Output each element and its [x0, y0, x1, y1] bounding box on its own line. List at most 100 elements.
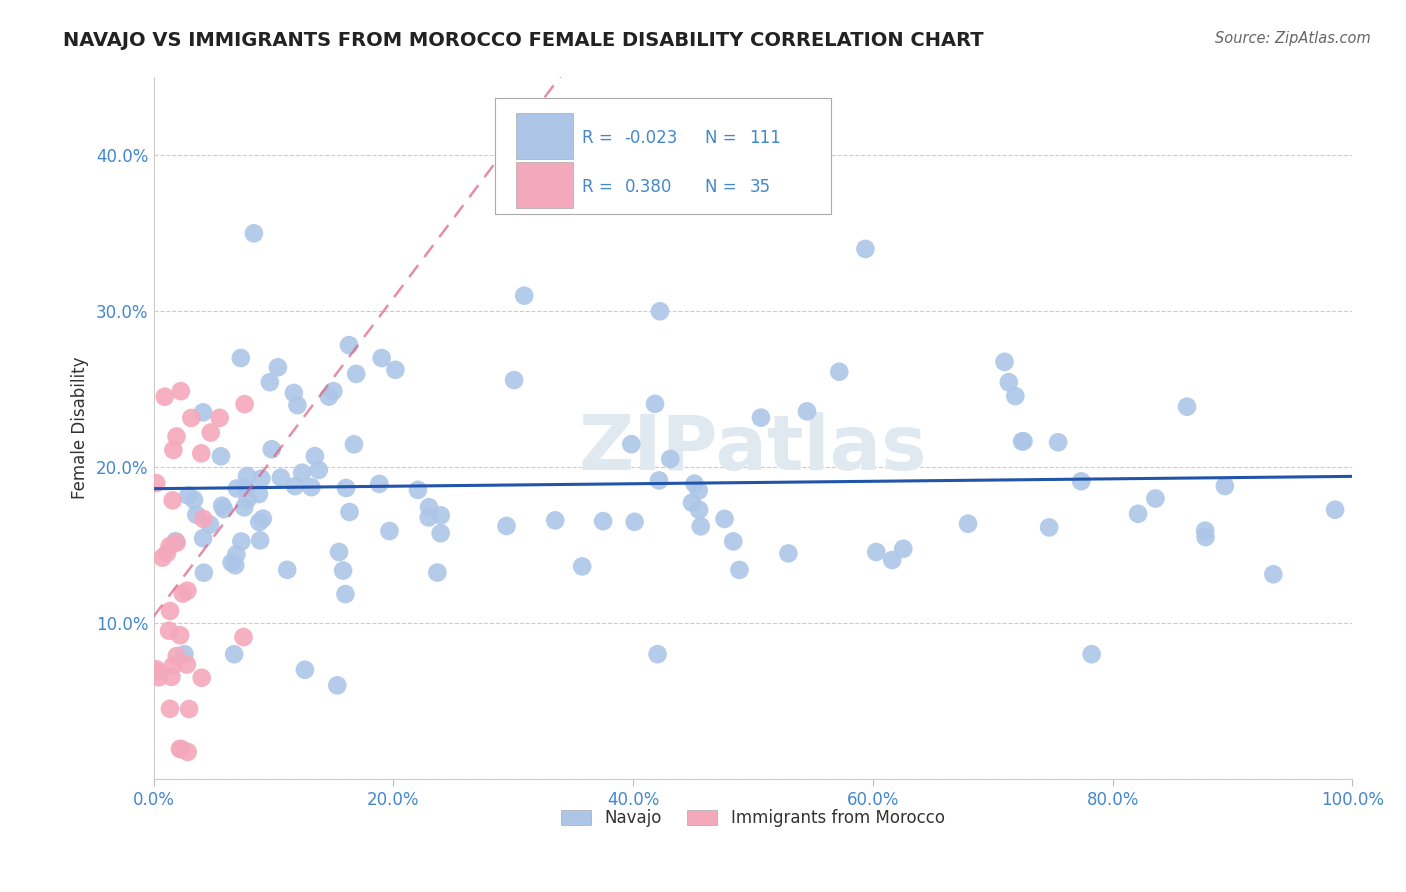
Point: [153, 390, 176, 404]
Point: [648, 304, 671, 318]
Point: [713, 512, 735, 526]
Point: [855, 242, 877, 256]
Point: [344, 367, 367, 381]
Point: [1194, 524, 1216, 538]
Point: [688, 503, 710, 517]
Point: [957, 516, 980, 531]
Point: [159, 702, 181, 716]
Point: [224, 558, 246, 573]
Point: [544, 513, 567, 527]
Point: [335, 481, 357, 495]
Point: [176, 657, 198, 672]
FancyBboxPatch shape: [516, 113, 574, 159]
Point: [160, 670, 183, 684]
Point: [166, 429, 188, 443]
Point: [267, 360, 290, 375]
Point: [299, 480, 322, 494]
Point: [243, 227, 266, 241]
Point: [233, 397, 256, 411]
Point: [176, 583, 198, 598]
Point: [180, 411, 202, 425]
Point: [728, 563, 751, 577]
Point: [145, 662, 167, 676]
Point: [247, 515, 270, 529]
Text: -0.023: -0.023: [624, 128, 678, 146]
Point: [145, 665, 167, 679]
Point: [252, 511, 274, 525]
Point: [208, 410, 231, 425]
Point: [647, 647, 669, 661]
Point: [326, 678, 349, 692]
Point: [429, 526, 451, 541]
Point: [318, 390, 340, 404]
Point: [200, 425, 222, 440]
Point: [190, 446, 212, 460]
Point: [689, 519, 711, 533]
Text: NAVAJO VS IMMIGRANTS FROM MOROCCO FEMALE DISABILITY CORRELATION CHART: NAVAJO VS IMMIGRANTS FROM MOROCCO FEMALE…: [63, 31, 984, 50]
Point: [343, 437, 366, 451]
Point: [166, 648, 188, 663]
Point: [170, 384, 193, 399]
Point: [193, 566, 215, 580]
Point: [509, 179, 531, 194]
Point: [688, 483, 710, 498]
Point: [304, 449, 326, 463]
Point: [211, 499, 233, 513]
Point: [308, 463, 330, 477]
Point: [284, 479, 307, 493]
Point: [723, 534, 745, 549]
Point: [276, 563, 298, 577]
Point: [1126, 507, 1149, 521]
Text: N =: N =: [704, 178, 742, 195]
Point: [328, 545, 350, 559]
Point: [644, 397, 666, 411]
Point: [159, 604, 181, 618]
Point: [426, 566, 449, 580]
Point: [865, 545, 887, 559]
Point: [1070, 475, 1092, 489]
Point: [191, 531, 214, 545]
Point: [997, 376, 1019, 390]
Point: [882, 553, 904, 567]
Point: [681, 496, 703, 510]
Point: [283, 386, 305, 401]
Point: [503, 373, 526, 387]
FancyBboxPatch shape: [516, 162, 574, 208]
Point: [659, 452, 682, 467]
Point: [796, 404, 818, 418]
Point: [221, 556, 243, 570]
Text: R =: R =: [582, 178, 617, 195]
Point: [291, 466, 314, 480]
Point: [209, 449, 232, 463]
Point: [162, 658, 184, 673]
Point: [429, 508, 451, 523]
Text: 35: 35: [749, 178, 770, 195]
Point: [190, 671, 212, 685]
Point: [260, 442, 283, 457]
Point: [891, 541, 914, 556]
Point: [623, 515, 645, 529]
Y-axis label: Female Disability: Female Disability: [72, 357, 89, 500]
Point: [249, 533, 271, 548]
Point: [378, 524, 401, 538]
Point: [165, 534, 187, 549]
Point: [183, 492, 205, 507]
Point: [368, 476, 391, 491]
Point: [335, 587, 357, 601]
Point: [1038, 520, 1060, 534]
Point: [170, 742, 193, 756]
Point: [166, 535, 188, 549]
Point: [177, 489, 200, 503]
Point: [224, 647, 246, 661]
Point: [233, 500, 256, 515]
Point: [173, 647, 195, 661]
Point: [1012, 434, 1035, 449]
Point: [157, 624, 180, 638]
Point: [418, 500, 440, 515]
Point: [384, 363, 406, 377]
Point: [1213, 479, 1236, 493]
Point: [1047, 435, 1070, 450]
Point: [156, 546, 179, 560]
Text: Source: ZipAtlas.com: Source: ZipAtlas.com: [1215, 31, 1371, 46]
Point: [186, 508, 208, 522]
